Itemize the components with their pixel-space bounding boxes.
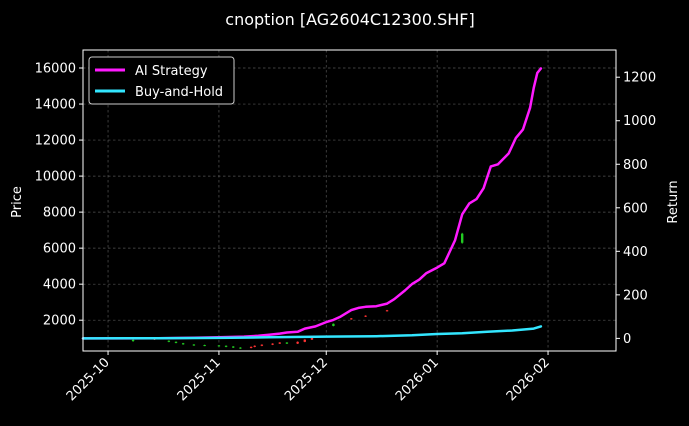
- candle-body: [181, 343, 185, 345]
- candle-body: [303, 339, 306, 342]
- legend-box: [88, 56, 235, 105]
- candle-body: [310, 337, 314, 340]
- candle-body: [131, 340, 135, 342]
- candle-body: [260, 344, 264, 346]
- candle-body: [239, 347, 242, 349]
- y-axis-right-label: Return: [666, 180, 681, 223]
- series-group: [81, 67, 543, 340]
- candle-body: [192, 344, 196, 346]
- y-left-tick-label: 14000: [35, 98, 76, 113]
- candle-body: [285, 342, 289, 344]
- chart-title: cnoption [AG2604C12300.SHF]: [225, 10, 474, 29]
- candle-body: [296, 341, 299, 344]
- series-line-ai-strategy: [81, 67, 543, 340]
- y-left-tick-label: 16000: [35, 62, 76, 77]
- candle-body: [224, 345, 228, 347]
- candle-body: [350, 318, 353, 320]
- legend-label-ai-strategy: AI Strategy: [135, 64, 208, 79]
- candle-body: [232, 346, 235, 348]
- series-line-buy-and-hold: [81, 325, 543, 340]
- candle-body: [332, 323, 335, 326]
- y-axis-left-label: Price: [10, 186, 25, 218]
- y-left-tick-label: 10000: [35, 170, 76, 185]
- y-left-tick-label: 8000: [43, 206, 76, 221]
- candle-body: [249, 346, 253, 348]
- y-left-tick-label: 6000: [43, 242, 76, 257]
- y-right-tick-label: 600: [623, 201, 648, 216]
- grid-lines: [83, 50, 616, 351]
- legend: AI Strategy Buy-and-Hold: [88, 56, 235, 105]
- y-right-tick-label: 200: [623, 288, 648, 303]
- candle-body: [364, 315, 367, 317]
- plot-frame: [82, 49, 617, 352]
- y-right-tick-label: 1000: [623, 114, 656, 129]
- candle-body: [385, 310, 389, 312]
- candle-body: [174, 341, 178, 343]
- candle-body: [253, 345, 256, 347]
- candle-body: [271, 343, 274, 345]
- candle-body: [278, 342, 281, 344]
- y-right-tick-label: 800: [623, 158, 648, 173]
- y-left-tick-label: 2000: [43, 314, 76, 329]
- y-left-tick-label: 4000: [43, 278, 76, 293]
- legend-label-buy-and-hold: Buy-and-Hold: [135, 85, 223, 100]
- y-axis-right: 0 200 400 600 800 1000 1200: [616, 71, 656, 347]
- y-left-tick-label: 12000: [35, 134, 76, 149]
- y-right-tick-label: 400: [623, 245, 648, 260]
- y-right-tick-label: 1200: [623, 71, 656, 86]
- y-axis-left: 2000 4000 6000 8000 10000 12000 14000 16000: [35, 62, 83, 329]
- y-right-tick-label: 0: [623, 332, 631, 347]
- candle-body: [167, 340, 171, 342]
- candle-body: [217, 345, 221, 347]
- candle-body: [460, 233, 464, 243]
- candle-body: [203, 345, 206, 347]
